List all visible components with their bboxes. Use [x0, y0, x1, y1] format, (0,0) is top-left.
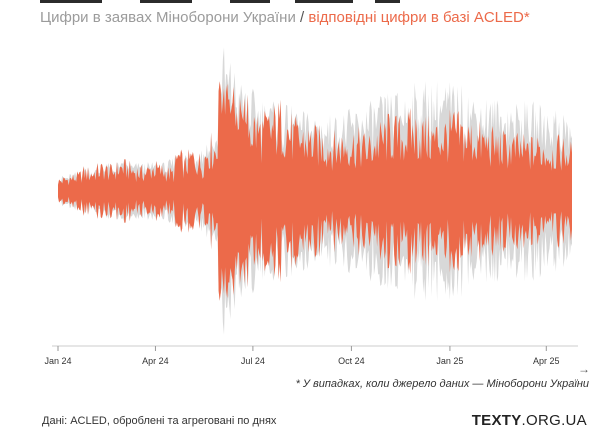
header-strip [40, 0, 400, 3]
x-tick-label: Apr 24 [142, 356, 169, 366]
brand-bold: TEXTY [471, 412, 522, 429]
x-tick-label: Jul 24 [241, 356, 265, 366]
title-separator: / [295, 9, 309, 26]
series-ministry-area [58, 81, 572, 301]
chart-title: Цифри в заявах Міноборони України / відп… [40, 9, 530, 26]
x-tick-label: Jan 25 [436, 356, 463, 366]
title-acled: відповідні цифри в базі ACLED* [308, 9, 530, 26]
x-tick-label: Oct 24 [338, 356, 365, 366]
x-tick-label: Jan 24 [44, 356, 71, 366]
footnote: * У випадках, коли джерело даних — Міноб… [295, 378, 589, 390]
arrow-icon: → [578, 362, 590, 376]
title-ministry: Цифри в заявах Міноборони України [40, 9, 296, 26]
source-note: Дані: ACLED, оброблені та агреговані по … [42, 415, 277, 427]
x-tick-label: Apr 25 [533, 356, 560, 366]
brand-logo: TEXTY.ORG.UA [472, 412, 587, 429]
brand-thin: .ORG.UA [521, 412, 587, 429]
